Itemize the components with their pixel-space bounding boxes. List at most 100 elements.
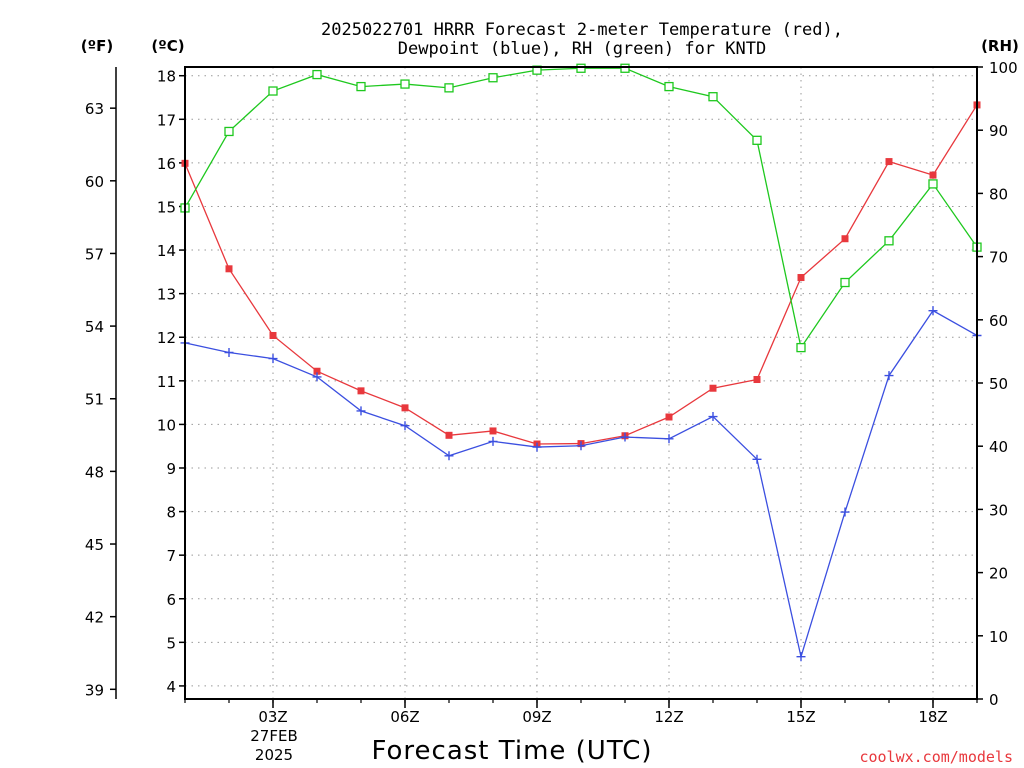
x-tick-label: 18Z: [918, 708, 947, 726]
rh-point: [224, 126, 234, 137]
dewpoint-point: [312, 372, 322, 382]
rh-tick-label: 50: [989, 375, 1008, 393]
rh-tick-label: 80: [989, 185, 1008, 203]
fahrenheit-tick-label: 45: [85, 536, 104, 554]
fahrenheit-tick-label: 48: [85, 463, 104, 481]
dewpoint-point: [664, 434, 674, 444]
dewpoint-point: [576, 441, 586, 451]
rh-point: [312, 69, 322, 80]
dewpoint-point: [796, 652, 806, 662]
dewpoint-series: [180, 306, 982, 662]
temperature-point: [225, 265, 233, 273]
rh-tick-label: 100: [989, 59, 1018, 77]
temperature-line: [184, 104, 978, 445]
dewpoint-point: [620, 432, 630, 442]
x-date-line-2: 2025: [255, 746, 293, 764]
celsius-tick-label: 16: [157, 155, 176, 173]
x-axis-label: Forecast Time (UTC): [371, 736, 652, 766]
fahrenheit-tick-label: 57: [85, 245, 104, 263]
rh-tick-label: 40: [989, 438, 1008, 456]
rh-point: [796, 342, 806, 353]
x-date-line-1: 27FEB: [250, 727, 297, 745]
rh-point: [884, 236, 894, 246]
celsius-tick-label: 6: [166, 591, 176, 609]
rh-point: [400, 79, 410, 89]
x-tick-label: 15Z: [786, 708, 815, 726]
rh-tick-label: 60: [989, 312, 1008, 330]
grid-lines: [185, 67, 977, 699]
rh-tick-label: 10: [989, 628, 1008, 646]
dewpoint-point: [840, 507, 850, 517]
fahrenheit-tick-label: 60: [85, 173, 104, 191]
dewpoint-point: [268, 354, 278, 364]
credit-label: coolwx.com/models: [859, 748, 1013, 766]
dewpoint-point: [224, 347, 234, 357]
rh-point: [752, 135, 762, 145]
rh-tick-label: 70: [989, 249, 1008, 267]
temperature-point: [709, 384, 717, 392]
celsius-tick-label: 14: [157, 242, 176, 260]
rh-series: [180, 63, 982, 353]
temperature-point: [445, 431, 453, 439]
plot-frame: [184, 66, 978, 700]
fahrenheit-tick-label: 51: [85, 391, 104, 409]
rh-point: [444, 83, 454, 93]
celsius-tick-label: 13: [157, 286, 176, 304]
x-tick-label: 03Z: [258, 708, 287, 726]
series-layer: [180, 63, 982, 662]
rh-tick-label: 90: [989, 122, 1008, 140]
rh-point: [708, 92, 718, 102]
dewpoint-point: [444, 451, 454, 461]
rh-point: [840, 277, 850, 288]
dewpoint-point: [532, 442, 542, 452]
celsius-unit-label: (ºC): [151, 37, 184, 55]
dewpoint-point: [708, 412, 718, 422]
chart-subtitle: Dewpoint (blue), RH (green) for KNTD: [398, 39, 766, 59]
temperature-point: [885, 158, 893, 166]
rh-tick-label: 30: [989, 501, 1008, 519]
dewpoint-point: [928, 306, 938, 316]
dewpoint-point: [356, 406, 366, 416]
rh-tick-label: 20: [989, 565, 1008, 583]
temperature-point: [929, 171, 937, 179]
fahrenheit-tick-label: 63: [85, 100, 104, 118]
temperature-series: [181, 101, 981, 448]
temperature-point: [357, 387, 365, 395]
temperature-point: [665, 413, 673, 421]
rh-unit-label: (RH): [981, 37, 1019, 55]
temperature-point: [753, 376, 761, 384]
temperature-point: [269, 331, 277, 339]
temperature-point: [489, 427, 497, 435]
celsius-tick-label: 10: [157, 416, 176, 434]
temperature-point: [313, 367, 321, 375]
fahrenheit-tick-label: 54: [85, 318, 104, 336]
celsius-tick-label: 4: [166, 678, 176, 696]
fahrenheit-tick-label: 39: [85, 681, 104, 699]
rh-tick-label: 0: [989, 691, 999, 709]
celsius-tick-label: 18: [157, 68, 176, 86]
celsius-tick-label: 15: [157, 198, 176, 216]
rh-point: [356, 81, 366, 92]
celsius-tick-label: 12: [157, 329, 176, 347]
rh-point: [928, 179, 938, 189]
dewpoint-point: [400, 421, 410, 431]
dewpoint-point: [488, 436, 498, 446]
rh-point: [576, 63, 586, 73]
dewpoint-point: [752, 454, 762, 464]
temperature-point: [797, 274, 805, 282]
chart-title: 2025022701 HRRR Forecast 2-meter Tempera…: [321, 20, 843, 40]
celsius-tick-label: 9: [166, 460, 176, 478]
x-tick-label: 09Z: [522, 708, 551, 726]
x-tick-label: 06Z: [390, 708, 419, 726]
axis-ticks: [110, 66, 983, 708]
celsius-tick-label: 5: [166, 634, 176, 652]
x-tick-label: 12Z: [654, 708, 683, 726]
rh-point: [664, 81, 674, 92]
rh-point: [620, 63, 630, 73]
rh-line: [184, 67, 978, 350]
rh-point: [488, 73, 498, 83]
fahrenheit-unit-label: (ºF): [81, 37, 113, 55]
temperature-point: [401, 404, 409, 412]
